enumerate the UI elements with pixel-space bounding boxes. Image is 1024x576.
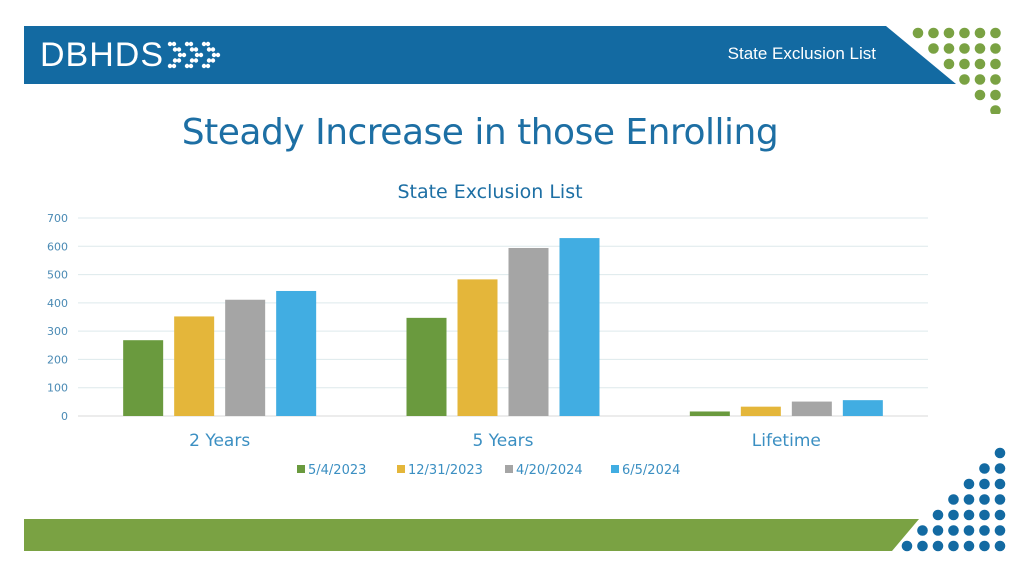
bar (842, 400, 883, 416)
chevron-arrows-icon (167, 41, 221, 69)
chart-title: State Exclusion List (397, 181, 582, 203)
legend-swatch (297, 465, 305, 473)
x-category-label: 2 Years (189, 431, 250, 451)
y-tick-label: 400 (47, 297, 68, 310)
bar (225, 299, 266, 416)
y-tick-label: 600 (47, 240, 68, 253)
bar (689, 411, 730, 416)
legend-label: 6/5/2024 (622, 463, 680, 478)
footer-bar (24, 519, 919, 551)
y-tick-label: 200 (47, 353, 68, 366)
header-section-label: State Exclusion List (727, 44, 876, 63)
header-bar (24, 26, 956, 84)
bar (406, 317, 447, 416)
x-category-label: Lifetime (752, 431, 821, 451)
logo-text: DBHDS (40, 35, 165, 74)
bar (123, 340, 164, 416)
bar (791, 401, 832, 416)
x-category-label: 5 Years (472, 431, 533, 451)
legend-label: 12/31/2023 (408, 463, 483, 478)
bar (508, 247, 549, 416)
bar (276, 290, 317, 416)
bar (740, 406, 781, 416)
y-tick-label: 100 (47, 382, 68, 395)
y-tick-label: 500 (47, 269, 68, 282)
dbhds-logo: DBHDS (40, 35, 224, 74)
header-background (24, 26, 956, 84)
y-tick-label: 700 (47, 212, 68, 225)
y-tick-label: 0 (61, 410, 68, 423)
y-tick-label: 300 (47, 325, 68, 338)
green-dot-pattern (912, 27, 1001, 114)
legend-swatch (611, 465, 619, 473)
slide-title: Steady Increase in those Enrolling (181, 112, 779, 153)
legend-swatch (397, 465, 405, 473)
legend-swatch (505, 465, 513, 473)
bar (457, 279, 498, 416)
bar (559, 238, 600, 416)
bar (174, 316, 215, 416)
legend-label: 4/20/2024 (516, 463, 583, 478)
legend-label: 5/4/2023 (308, 463, 366, 478)
blue-dot-pattern (901, 447, 1006, 552)
